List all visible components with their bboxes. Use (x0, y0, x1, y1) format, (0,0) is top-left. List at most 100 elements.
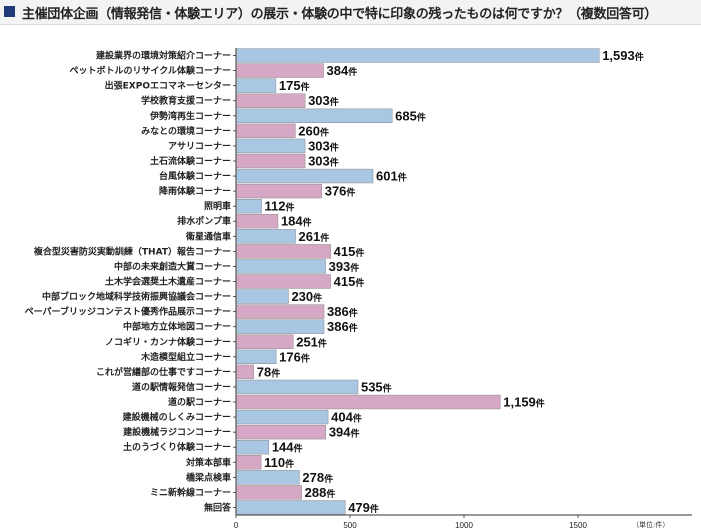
bar (236, 485, 302, 500)
category-label: 建設業界の環境対策紹介コーナー (96, 50, 231, 62)
category-label: 学校教育支援コーナー (141, 95, 231, 107)
x-tick-label: 1500 (569, 521, 587, 530)
value-label: 260件 (298, 123, 329, 138)
category-label: 土石流体験コーナー (150, 155, 231, 167)
value-label: 303件 (308, 93, 339, 108)
value-label: 261件 (299, 229, 330, 244)
bar (236, 470, 300, 485)
value-label: 415件 (334, 244, 365, 259)
bar (236, 409, 329, 425)
bar (236, 424, 327, 440)
bar (236, 108, 393, 123)
bar (236, 214, 279, 229)
value-label: 278件 (302, 470, 333, 485)
bar (236, 289, 289, 304)
value-label: 386件 (327, 319, 358, 334)
value-label: 78件 (257, 364, 280, 379)
category-label: これが営繕部の仕事ですコーナー (96, 366, 231, 378)
title-bar: 主催団体企画（情報発信・体験エリア）の展示・体験の中で特に印象の残ったものは何で… (0, 0, 701, 25)
category-label: 木造模型組立コーナー (140, 351, 231, 363)
value-label: 303件 (308, 138, 339, 153)
bar (236, 198, 262, 214)
bar (236, 364, 255, 380)
category-label: 出張EXPOエコマネーセンター (105, 80, 231, 92)
chart-title: 主催団体企画（情報発信・体験エリア）の展示・体験の中で特に印象の残ったものは何で… (22, 7, 658, 22)
value-label: 230件 (291, 289, 322, 304)
bar (236, 394, 501, 410)
value-label: 1,159件 (503, 395, 545, 410)
x-tick-label: 500 (343, 521, 357, 530)
x-tick-label: 0 (234, 521, 239, 530)
value-label: 479件 (348, 500, 379, 515)
category-label: ミニ新幹線コーナー (150, 486, 231, 498)
category-label: 道の駅情報発信コーナー (132, 381, 231, 393)
bar (236, 349, 277, 365)
value-label: 386件 (327, 304, 358, 319)
value-label: 288件 (305, 485, 336, 500)
bar (236, 229, 296, 244)
bar (236, 138, 306, 154)
bar (236, 93, 306, 108)
category-label: 排水ポンプ車 (177, 215, 231, 227)
category-label: 複合型災害防災実動訓練（THAT）報告コーナー (33, 245, 231, 257)
category-label: 道の駅コーナー (168, 396, 231, 408)
category-label: 伊勢湾再生コーナー (149, 110, 231, 122)
x-tick-label: 1000 (455, 521, 473, 530)
bar (236, 334, 294, 349)
bar (236, 440, 270, 455)
category-label: 衛星通信車 (185, 230, 231, 242)
category-label: 橋梁点検車 (186, 471, 231, 483)
category-label: 降雨体験コーナー (159, 185, 231, 197)
bar (236, 153, 306, 169)
category-label: 中部ブロック地域科学技術振興協議会コーナー (42, 291, 231, 303)
category-label: みなとの環境コーナー (141, 125, 231, 137)
bar (236, 48, 600, 63)
category-label: ペーパーブリッジコンテスト優秀作品展示コーナー (25, 306, 231, 318)
value-label: 601件 (376, 169, 407, 184)
bar (236, 183, 322, 199)
bar (236, 259, 326, 274)
value-label: 176件 (279, 349, 310, 364)
value-label: 1,593件 (602, 48, 644, 63)
bar (236, 500, 346, 515)
value-label: 393件 (329, 259, 360, 274)
category-label: 台風体験コーナー (159, 170, 231, 182)
unit-note: （単位:件） (632, 521, 670, 529)
category-label: 土のうづくり体験コーナー (123, 441, 231, 453)
title-square-icon (4, 6, 15, 17)
bar (236, 455, 262, 470)
bar (236, 168, 374, 184)
category-label: 土木学会選奨土木遺産コーナー (105, 276, 231, 288)
bar (236, 244, 331, 259)
bar (236, 274, 331, 289)
value-label: 685件 (395, 108, 426, 123)
bar (236, 379, 359, 395)
value-label: 535件 (361, 379, 392, 394)
category-label: 対策本部車 (185, 456, 231, 468)
category-label: 建設機械ラジコンコーナー (123, 426, 231, 438)
value-label: 376件 (325, 184, 356, 199)
category-label: 照明車 (204, 200, 231, 212)
value-label: 404件 (331, 410, 362, 425)
category-label: ペットボトルのリサイクル体験コーナー (69, 65, 231, 77)
value-label: 110件 (264, 455, 294, 470)
value-label: 394件 (329, 425, 360, 440)
value-label: 251件 (296, 334, 327, 349)
bar (236, 123, 296, 139)
value-label: 384件 (327, 63, 358, 78)
bar (236, 78, 277, 93)
bar (236, 319, 325, 334)
bar (236, 304, 325, 319)
category-label: 中部地方立体地図コーナー (123, 321, 231, 333)
value-label: 175件 (279, 78, 310, 93)
category-label: ノコギリ・カンナ体験コーナー (105, 336, 231, 348)
category-label: 中部の未来創造大賞コーナー (114, 260, 231, 272)
value-label: 112件 (265, 199, 295, 214)
category-label: 建設機械のしくみコーナー (123, 411, 231, 423)
value-label: 184件 (281, 214, 312, 229)
value-label: 303件 (308, 153, 339, 168)
category-label: 無回答 (204, 501, 232, 513)
value-label: 144件 (272, 440, 303, 455)
value-label: 415件 (334, 274, 365, 289)
